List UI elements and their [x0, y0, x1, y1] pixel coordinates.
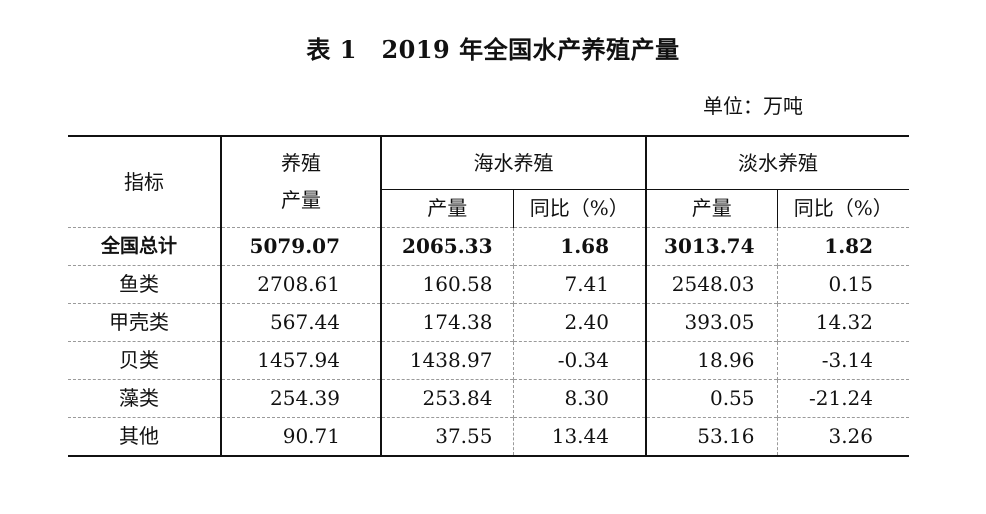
cell-sea-yoy: 2.40 [512, 303, 646, 342]
row-name: 其他 [68, 417, 221, 457]
header-fresh-yoy: 同比（%） [776, 189, 909, 228]
cell-total: 254.39 [220, 379, 381, 418]
header-indicator: 指标 [68, 135, 221, 228]
cell-sea-yoy: 1.68 [512, 227, 646, 266]
unit-label: 单位：万吨 [703, 94, 803, 118]
cell-total: 2708.61 [220, 265, 381, 304]
cell-sea-output: 1438.97 [380, 341, 513, 380]
cell-total: 567.44 [220, 303, 381, 342]
cell-fresh-yoy: 14.32 [776, 303, 909, 342]
cell-total: 5079.07 [220, 227, 381, 266]
cell-sea-output: 253.84 [380, 379, 513, 418]
table-row: 其他 90.71 37.55 13.44 53.16 3.26 [68, 417, 909, 457]
cell-sea-output: 160.58 [380, 265, 513, 304]
header-total-output: 养殖 产量 [220, 135, 381, 228]
cell-fresh-output: 2548.03 [645, 265, 777, 304]
cell-fresh-yoy: 1.82 [776, 227, 909, 266]
cell-sea-output: 37.55 [380, 417, 513, 457]
header-freshwater: 淡水养殖 [645, 135, 909, 190]
header-total-output-line1: 养殖 [281, 151, 321, 175]
row-name: 鱼类 [68, 265, 221, 304]
table-row: 藻类 254.39 253.84 8.30 0.55 -21.24 [68, 379, 909, 418]
table-row-total: 全国总计 5079.07 2065.33 1.68 3013.74 1.82 [68, 227, 909, 266]
cell-fresh-yoy: -21.24 [776, 379, 909, 418]
cell-sea-output: 174.38 [380, 303, 513, 342]
cell-fresh-yoy: 0.15 [776, 265, 909, 304]
cell-fresh-output: 53.16 [645, 417, 777, 457]
cell-fresh-yoy: -3.14 [776, 341, 909, 380]
cell-sea-yoy: 8.30 [512, 379, 646, 418]
cell-fresh-yoy: 3.26 [776, 417, 909, 457]
header-total-output-line2: 产量 [281, 188, 321, 212]
cell-sea-yoy: -0.34 [512, 341, 646, 380]
table-row: 甲壳类 567.44 174.38 2.40 393.05 14.32 [68, 303, 909, 342]
table-title: 表 1 2019 年全国水产养殖产量 [306, 35, 680, 64]
table-row: 鱼类 2708.61 160.58 7.41 2548.03 0.15 [68, 265, 909, 304]
header-fresh-output: 产量 [645, 189, 777, 228]
header-seawater: 海水养殖 [380, 135, 646, 190]
row-name: 甲壳类 [68, 303, 221, 342]
cell-fresh-output: 18.96 [645, 341, 777, 380]
cell-total: 90.71 [220, 417, 381, 457]
cell-fresh-output: 0.55 [645, 379, 777, 418]
cell-sea-output: 2065.33 [380, 227, 513, 266]
cell-sea-yoy: 7.41 [512, 265, 646, 304]
header-sea-yoy: 同比（%） [512, 189, 646, 228]
aquaculture-table: 指标 养殖 产量 海水养殖 淡水养殖 产量 同比（%） 产量 同比（%） 全国总… [68, 135, 909, 457]
header-sea-output: 产量 [380, 189, 513, 228]
row-name: 藻类 [68, 379, 221, 418]
cell-sea-yoy: 13.44 [512, 417, 646, 457]
cell-fresh-output: 3013.74 [645, 227, 777, 266]
row-name: 贝类 [68, 341, 221, 380]
cell-fresh-output: 393.05 [645, 303, 777, 342]
cell-total: 1457.94 [220, 341, 381, 380]
table-row: 贝类 1457.94 1438.97 -0.34 18.96 -3.14 [68, 341, 909, 380]
row-name: 全国总计 [68, 227, 221, 266]
